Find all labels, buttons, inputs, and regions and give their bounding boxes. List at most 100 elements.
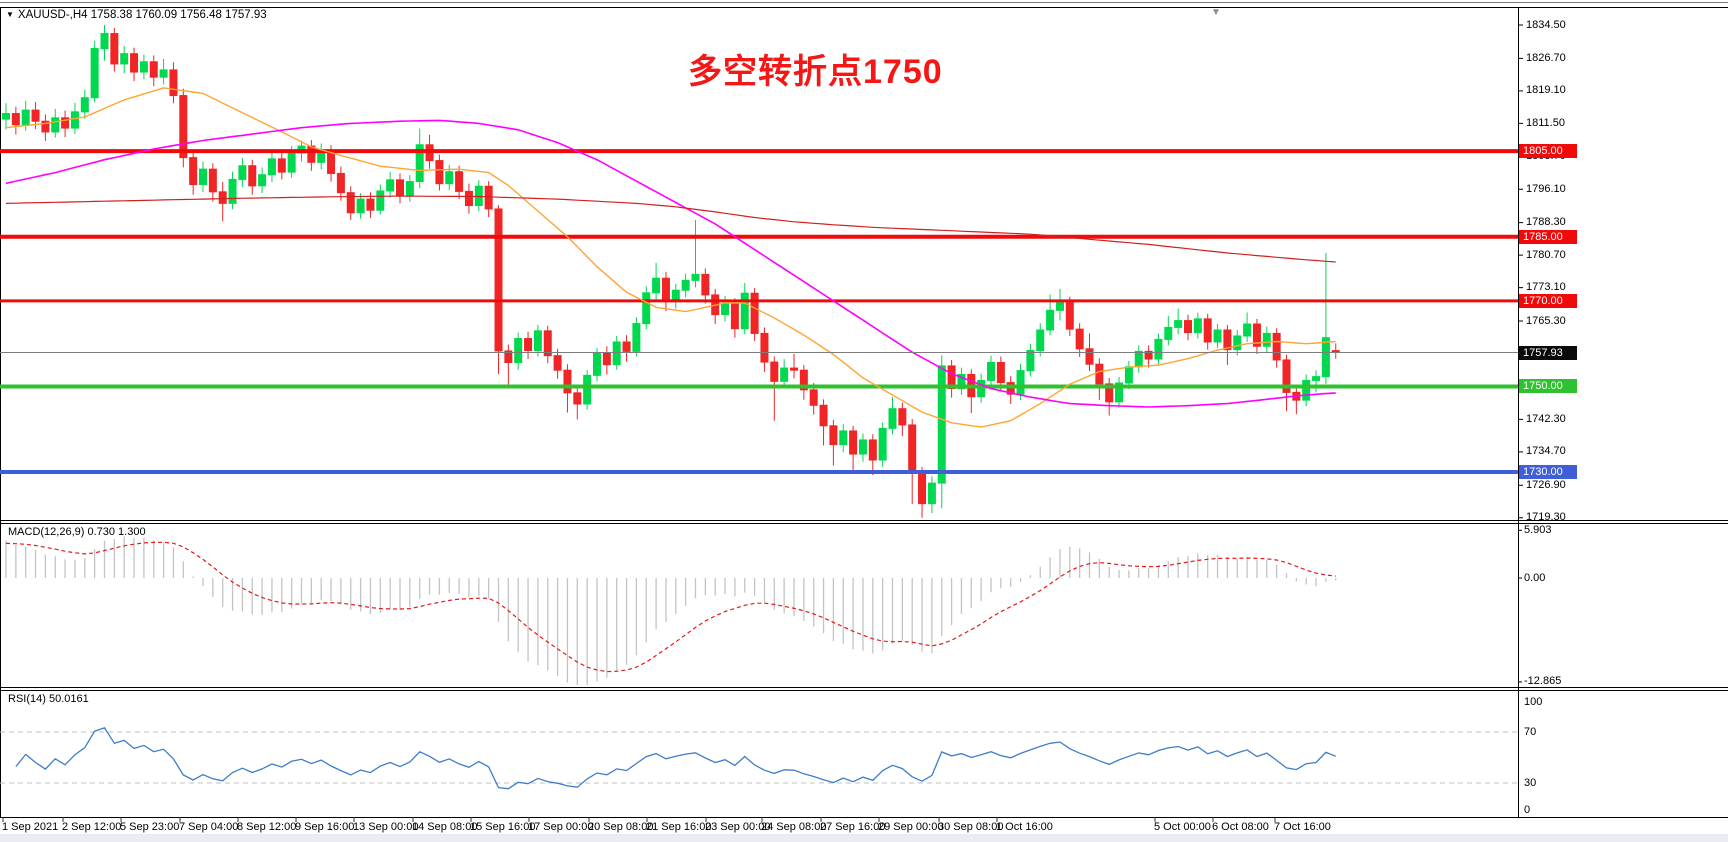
candle-bear <box>868 439 877 461</box>
candle-bull <box>1321 337 1330 378</box>
price-tick-label: 1796.10 <box>1526 182 1566 195</box>
candle-bull <box>878 427 887 461</box>
candle-bear <box>1075 328 1084 350</box>
candle-bull <box>839 430 848 446</box>
time-label: 8 Sep 12:00 <box>237 821 297 833</box>
price-tick-label: 1788.30 <box>1526 216 1566 229</box>
candle-bear <box>1223 329 1232 351</box>
candle-bull <box>238 165 247 180</box>
price-level-badge: 1750.00 <box>1519 379 1577 394</box>
candle-bull <box>159 69 168 78</box>
macd-scale-label: 0.00 <box>1524 571 1546 584</box>
candle-bear <box>494 208 503 352</box>
time-label: 23 Sep 00:00 <box>705 821 771 833</box>
candle-bull <box>780 367 789 382</box>
candle-bull <box>1262 332 1271 347</box>
candle-bear <box>169 69 178 97</box>
candle-bear <box>455 171 464 192</box>
price-tick-label: 1726.90 <box>1526 478 1566 491</box>
macd-indicator-label: MACD(12,26,9) 0.730 1.300 <box>8 526 146 538</box>
candle-bull <box>1026 350 1035 372</box>
rsi-line <box>15 727 1336 790</box>
candle-bear <box>543 330 552 357</box>
candle-bull <box>1134 350 1143 368</box>
chart-dropdown-icon[interactable]: ▼ <box>6 10 14 19</box>
candle-bear <box>622 341 631 352</box>
candle-bear <box>1144 350 1153 360</box>
candle-bear <box>996 361 1005 384</box>
candle-bear <box>61 117 70 129</box>
symbol-ohlc-label: ▼ XAUUSD-,H4 1758.38 1760.09 1756.48 1757… <box>6 9 267 21</box>
candle-bull <box>977 379 986 398</box>
candle-bear <box>947 365 956 390</box>
candle-bear <box>790 367 798 371</box>
candle-bull <box>51 117 60 133</box>
candle-bear <box>1065 302 1074 330</box>
candle-bull <box>888 408 897 429</box>
candle-bear <box>208 168 217 193</box>
candle-bear <box>563 369 572 394</box>
candle-bull <box>1302 379 1311 401</box>
candle-bear <box>809 389 818 406</box>
price-tick-label: 1811.50 <box>1526 116 1565 129</box>
price-level-badge: 1770.00 <box>1519 293 1577 308</box>
candle-bull <box>1016 370 1025 395</box>
rsi-scale-label: 0 <box>1524 803 1531 816</box>
price-tick-label: 1765.30 <box>1526 314 1566 327</box>
time-label: 9 Sep 16:00 <box>295 821 355 833</box>
candle-bull <box>405 181 414 197</box>
candle-bear <box>898 408 907 426</box>
candle-bull <box>474 185 483 207</box>
candle-bear <box>484 185 493 210</box>
candle-bull <box>987 361 995 381</box>
time-label: 1 Oct 16:00 <box>996 821 1053 833</box>
candle-bull <box>1154 338 1163 360</box>
time-label: 24 Sep 08:00 <box>761 821 827 833</box>
candle-bear <box>918 472 927 505</box>
bottom-strip <box>0 834 1728 842</box>
macd-scale-label: -12.865 <box>1524 675 1562 688</box>
candle-bear <box>327 150 336 174</box>
candle-bear <box>1203 318 1212 343</box>
time-label: 17 Sep 00:00 <box>528 821 594 833</box>
rsi-indicator-label: RSI(14) 50.0161 <box>8 693 89 705</box>
candle-bull <box>957 373 966 390</box>
candle-bull <box>228 178 237 204</box>
candle-bull <box>1036 329 1045 352</box>
time-label: 29 Sep 00:00 <box>878 821 944 833</box>
time-label: 7 Sep 04:00 <box>179 821 239 833</box>
candle-bull <box>70 111 79 129</box>
candle-bear <box>908 424 917 474</box>
candle-bull <box>1213 329 1222 343</box>
candle-bull <box>1312 376 1321 381</box>
candle-bear <box>701 273 710 296</box>
candle-bull <box>1243 323 1252 337</box>
price-tick-label: 1819.10 <box>1526 84 1566 97</box>
candle-bear <box>1272 332 1281 361</box>
candle-bear <box>435 160 444 185</box>
price-tick-label: 1780.70 <box>1526 248 1566 261</box>
candle-bull <box>1233 335 1242 351</box>
candle-bear <box>1085 348 1094 365</box>
price-level-badge: 1805.00 <box>1519 144 1577 159</box>
time-label: 13 Sep 00:00 <box>353 821 419 833</box>
candle-bull <box>652 277 661 294</box>
rsi-scale-label: 70 <box>1524 725 1537 738</box>
rsi-scale-label: 100 <box>1524 695 1543 708</box>
candle-bull <box>415 144 424 183</box>
candle-bear <box>799 369 808 391</box>
price-tick-label: 1719.30 <box>1526 511 1566 524</box>
candle-bear <box>396 179 404 197</box>
candle-bull <box>120 53 129 65</box>
macd-scale-label: 5.903 <box>1524 523 1552 536</box>
candle-bull <box>1174 320 1183 328</box>
price-tick-label: 1734.70 <box>1526 445 1566 458</box>
time-label: 21 Sep 16:00 <box>646 821 712 833</box>
time-label: 5 Sep 23:00 <box>120 821 180 833</box>
candle-bear <box>770 361 779 382</box>
candle-bear <box>730 303 739 330</box>
chart-shift-marker-icon[interactable]: ▼ <box>1211 7 1221 18</box>
candle-bull <box>514 338 523 363</box>
